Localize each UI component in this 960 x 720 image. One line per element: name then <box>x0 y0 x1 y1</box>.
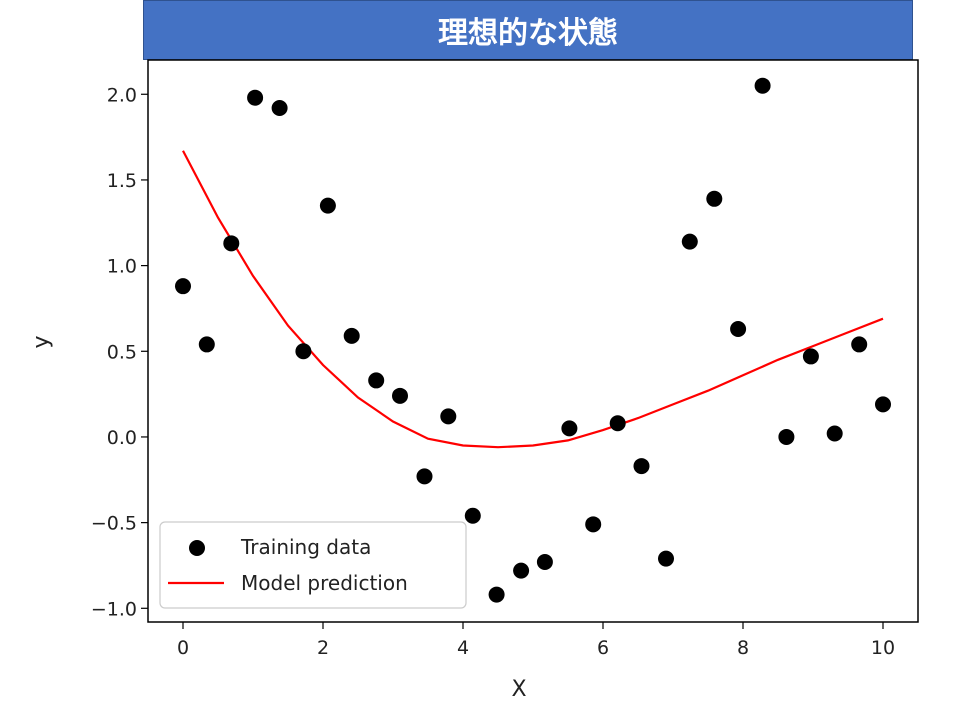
data-point <box>392 387 408 404</box>
data-point <box>536 554 553 571</box>
data-point <box>730 321 747 338</box>
legend-label-training: Training data <box>240 535 371 559</box>
data-point <box>706 190 723 207</box>
data-point <box>464 507 481 524</box>
y-tick-label: 0.0 <box>107 427 137 449</box>
x-tick-label: 4 <box>457 637 469 659</box>
data-point <box>319 197 336 214</box>
x-tick-label: 2 <box>317 637 329 659</box>
legend-marker-training <box>189 540 205 556</box>
data-point <box>223 235 240 252</box>
data-point <box>754 77 771 94</box>
y-tick-label: −0.5 <box>91 513 137 535</box>
y-tick-label: 1.5 <box>107 170 137 192</box>
y-tick-label: −1.0 <box>91 598 137 620</box>
x-tick-label: 0 <box>177 637 189 659</box>
legend-box <box>159 521 467 609</box>
x-tick-label: 6 <box>597 637 609 659</box>
y-tick-label: 1.0 <box>107 256 137 278</box>
data-point <box>585 516 602 533</box>
plot-frame <box>147 59 919 623</box>
data-point <box>175 278 191 295</box>
chart-title: 理想的な状態 <box>438 16 618 51</box>
x-tick-label: 10 <box>871 637 895 659</box>
model-prediction-line <box>182 150 884 449</box>
data-point <box>826 425 843 442</box>
data-point <box>851 336 868 353</box>
data-point <box>198 336 215 353</box>
data-point <box>440 408 457 425</box>
y-axis-label: y <box>29 335 54 348</box>
legend-label-prediction: Model prediction <box>241 571 408 595</box>
data-point <box>271 99 288 116</box>
y-tick-label: 2.0 <box>107 84 137 106</box>
x-tick-label: 8 <box>737 637 749 659</box>
data-point <box>658 550 674 567</box>
data-point <box>681 233 698 250</box>
data-point <box>778 428 795 445</box>
data-point <box>343 327 360 344</box>
data-point <box>416 468 433 485</box>
data-point <box>609 415 626 432</box>
data-point <box>488 586 505 603</box>
data-point <box>633 458 650 475</box>
data-point <box>295 343 312 360</box>
x-axis-label: X <box>511 677 526 702</box>
data-point <box>875 396 891 413</box>
data-point <box>802 348 819 365</box>
y-tick-label: 0.5 <box>107 341 137 363</box>
data-point <box>561 420 578 437</box>
data-point <box>368 372 385 389</box>
title-banner: 理想的な状態 <box>143 0 913 60</box>
data-point <box>247 89 264 106</box>
data-point <box>513 562 530 579</box>
